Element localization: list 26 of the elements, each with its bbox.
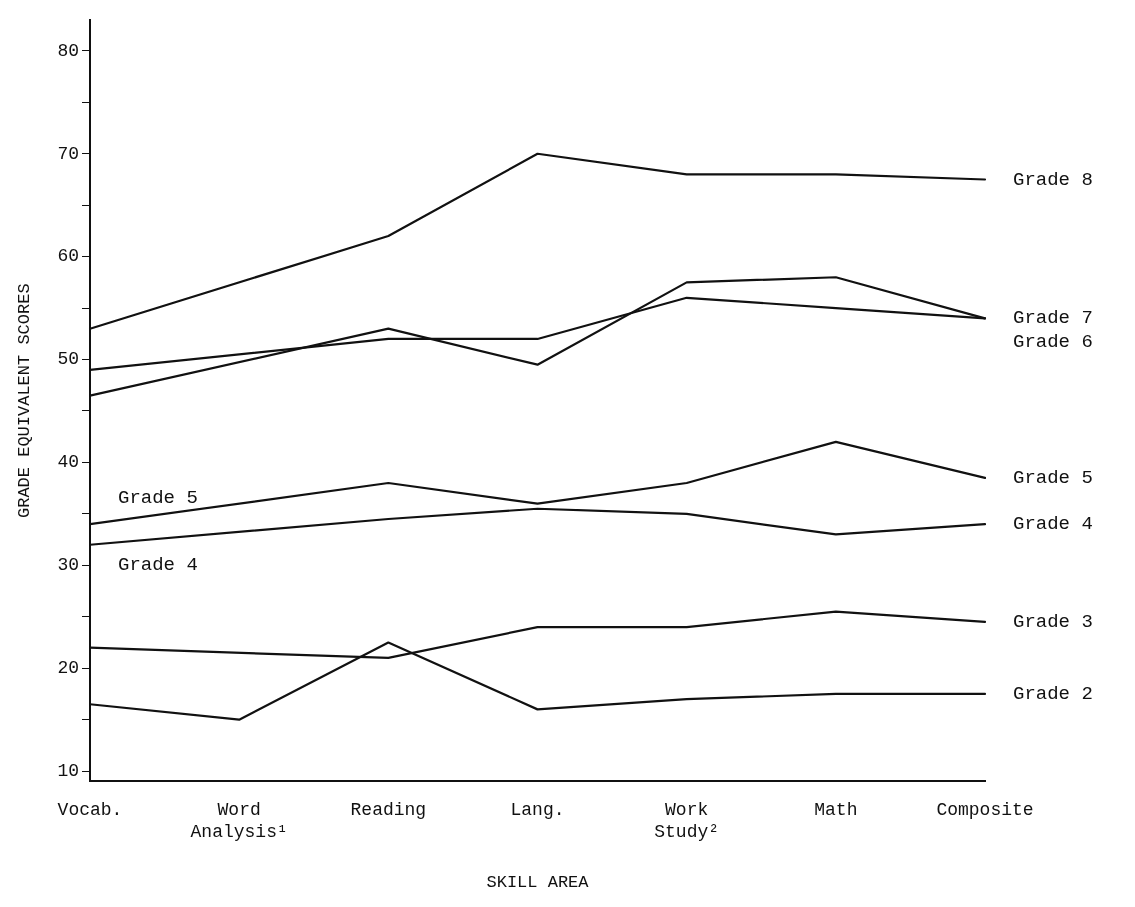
y-tick-label: 10 <box>57 760 79 781</box>
series-label: Grade 7 <box>1013 307 1093 330</box>
y-tick-label: 30 <box>57 555 79 576</box>
series-label: Grade 8 <box>1013 168 1093 191</box>
y-axis-title: GRADE EQUIVALENT SCORES <box>14 283 34 519</box>
x-tick-label: Reading <box>350 799 427 820</box>
annotation: Grade 4 <box>118 554 198 577</box>
y-tick-label: 60 <box>57 246 79 267</box>
series-label: Grade 5 <box>1013 466 1093 489</box>
annotation: Grade 5 <box>118 487 198 510</box>
x-tick-label: Math <box>814 799 858 820</box>
x-tick-label: Vocab. <box>57 799 123 820</box>
y-tick-label: 70 <box>57 143 79 164</box>
series-label: Grade 4 <box>1013 513 1093 536</box>
x-tick-label: Work Study² <box>654 799 720 842</box>
y-tick-label: 80 <box>57 40 79 61</box>
x-axis-title: SKILL AREA <box>486 873 590 893</box>
x-tick-label: Composite <box>936 799 1034 820</box>
y-tick-label: 40 <box>57 452 79 473</box>
series-label: Grade 3 <box>1013 610 1093 633</box>
x-tick-label: Word Analysis¹ <box>190 799 288 842</box>
series-label: Grade 2 <box>1013 682 1093 705</box>
y-tick-label: 20 <box>57 657 79 678</box>
series-label: Grade 6 <box>1013 331 1093 354</box>
x-tick-label: Lang. <box>510 799 565 820</box>
y-tick-label: 50 <box>57 349 79 370</box>
